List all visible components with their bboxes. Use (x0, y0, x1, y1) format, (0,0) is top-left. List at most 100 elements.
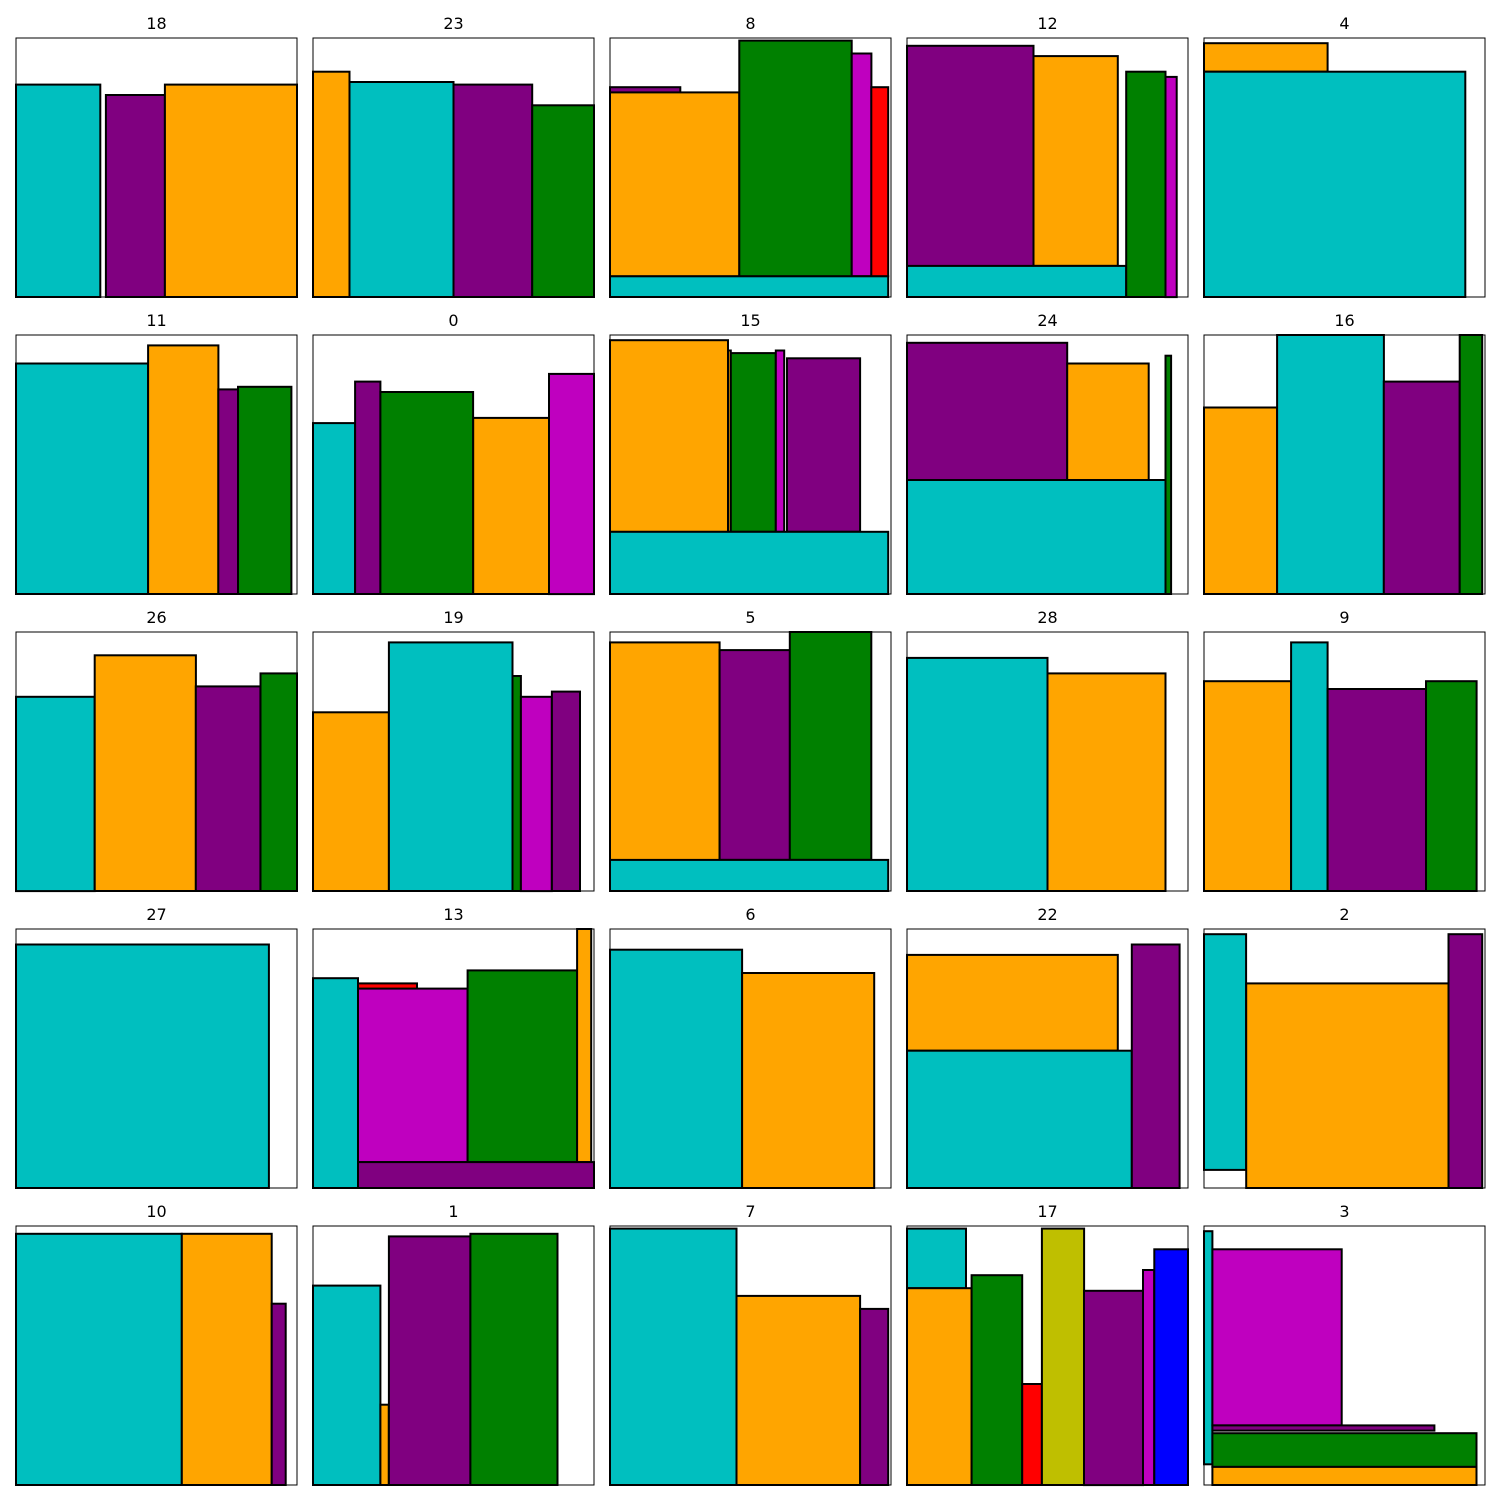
panel-title: 22 (1037, 905, 1057, 924)
rect-purple (1447, 933, 1484, 1190)
panel-12: 12 (906, 14, 1189, 299)
rect-purple (1130, 943, 1181, 1189)
panel-3: 3 (1203, 1202, 1486, 1487)
rect-purple (786, 357, 862, 533)
rect-orange (1203, 680, 1293, 893)
rect-green (466, 969, 579, 1164)
rect-cyan (312, 422, 357, 595)
panel-4: 4 (1203, 14, 1486, 298)
rect-purple (1083, 1289, 1144, 1487)
rect-olive (1040, 1227, 1086, 1486)
rect-magenta (850, 52, 873, 278)
panel-title: 7 (745, 1202, 755, 1221)
rect-orange (180, 1232, 273, 1487)
rect-orange (93, 654, 197, 892)
panel-title: 23 (443, 14, 463, 33)
panel-13: 13 (312, 905, 595, 1190)
rect-purple (452, 83, 534, 298)
rect-magenta (1142, 1269, 1156, 1486)
rect-green (1458, 334, 1484, 595)
rect-cyan (387, 641, 514, 893)
rect-magenta (519, 695, 553, 893)
rect-red (870, 86, 890, 278)
rect-cyan (906, 1049, 1133, 1189)
rect-orange (576, 928, 593, 1164)
panel-title: 4 (1339, 14, 1349, 33)
rect-green (1211, 1432, 1478, 1468)
rect-orange (1203, 406, 1279, 595)
panel-24: 24 (906, 311, 1189, 596)
panel-title: 10 (146, 1202, 166, 1221)
panel-22: 22 (906, 905, 1189, 1189)
rect-orange (741, 972, 876, 1189)
rect-orange (147, 344, 220, 595)
rect-purple (550, 690, 582, 892)
panel-title: 13 (443, 905, 463, 924)
rect-purple (194, 685, 262, 893)
panel-title: 16 (1334, 311, 1354, 330)
rect-cyan (906, 1227, 967, 1290)
rect-magenta (548, 372, 595, 596)
panel-28: 28 (906, 608, 1189, 893)
rect-cyan (15, 695, 96, 893)
rect-cyan (1203, 1230, 1214, 1466)
rect-cyan (1203, 933, 1248, 1171)
rect-cyan (1276, 334, 1385, 595)
rect-green (531, 104, 596, 298)
rect-purple (1326, 688, 1427, 892)
panel-title: 3 (1339, 1202, 1349, 1221)
rect-cyan (906, 479, 1167, 595)
rect-purple (354, 380, 382, 595)
rect-cyan (1203, 70, 1467, 298)
panel-7: 7 (609, 1202, 892, 1487)
panel-title: 12 (1037, 14, 1057, 33)
panel-title: 15 (740, 311, 760, 330)
panel-17: 17 (906, 1202, 1190, 1487)
rect-green (379, 391, 475, 595)
rect-orange (609, 641, 721, 862)
panel-title: 0 (448, 311, 458, 330)
rect-green (469, 1232, 559, 1487)
rect-orange (1203, 42, 1329, 73)
rect-orange (1046, 672, 1167, 893)
rect-orange (735, 1294, 862, 1487)
panel-9: 9 (1203, 608, 1486, 893)
rect-purple (357, 1161, 595, 1189)
rect-purple (718, 649, 791, 861)
panel-11: 11 (15, 311, 298, 595)
panel-title: 17 (1037, 1202, 1057, 1221)
panel-title: 8 (745, 14, 755, 33)
rect-purple (1382, 380, 1461, 595)
rect-green (511, 675, 522, 892)
rect-green (1125, 70, 1167, 298)
panel-6: 6 (609, 905, 892, 1190)
rect-green (788, 631, 873, 861)
panel-23: 23 (312, 14, 596, 298)
rect-purple (906, 341, 1069, 482)
panel-title: 26 (146, 608, 166, 627)
panel-title: 11 (146, 311, 166, 330)
rect-cyan (348, 81, 455, 298)
rect-orange (1211, 1465, 1478, 1487)
rect-orange (906, 1287, 973, 1486)
panel-5: 5 (609, 608, 892, 893)
panel-15: 15 (609, 311, 892, 595)
rect-cyan (312, 1284, 382, 1486)
rect-cyan (906, 656, 1049, 893)
rect-orange (312, 711, 390, 892)
rect-magenta (1211, 1248, 1343, 1427)
panel-18: 18 (15, 14, 298, 298)
rect-cyan (312, 977, 359, 1190)
rect-cyan (15, 943, 270, 1189)
rect-orange (1066, 362, 1150, 481)
rect-blue (1153, 1248, 1190, 1487)
rect-purple (859, 1307, 890, 1487)
rect-cyan (906, 264, 1128, 298)
rect-green (259, 672, 298, 893)
rect-orange (312, 70, 351, 298)
panel-1: 1 (312, 1202, 595, 1487)
panel-title: 5 (745, 608, 755, 627)
rect-orange (472, 416, 551, 595)
rect-orange (609, 91, 741, 278)
